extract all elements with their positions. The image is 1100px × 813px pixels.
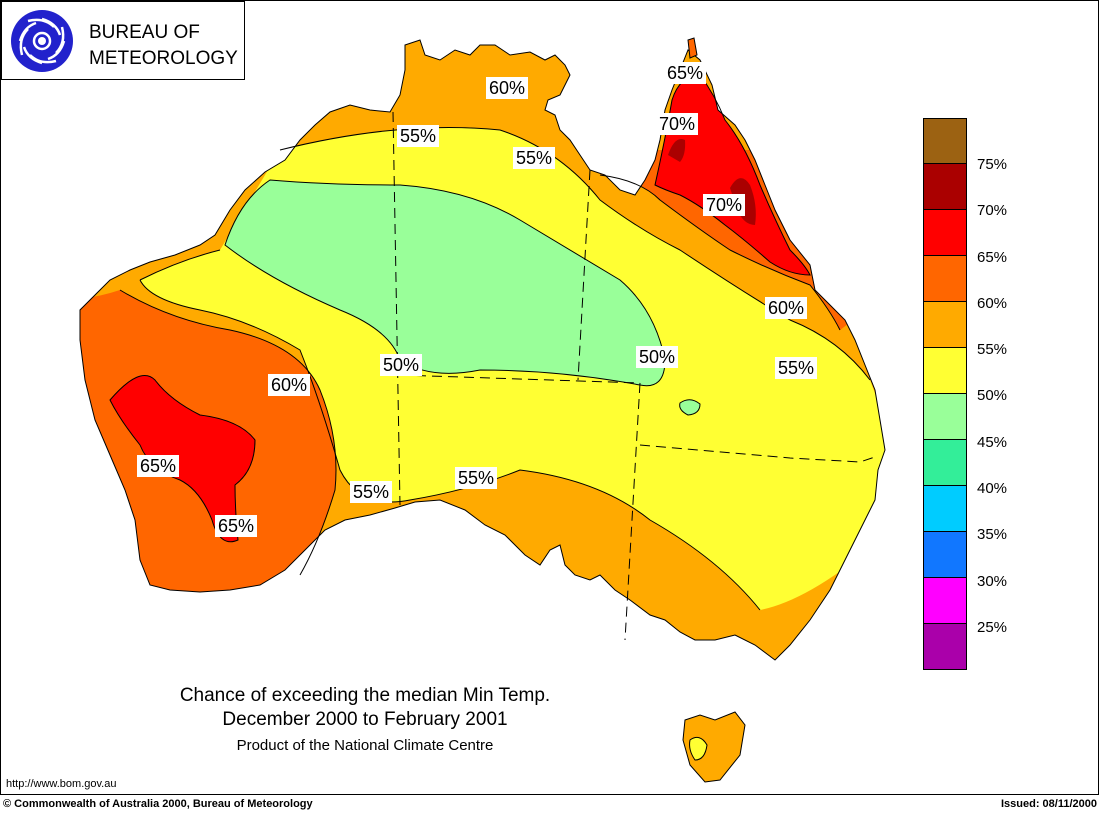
map-period: December 2000 to February 2001 <box>222 709 508 730</box>
legend-label: 40% <box>977 480 1008 498</box>
legend-swatch <box>923 256 967 302</box>
legend-swatch <box>923 302 967 348</box>
map-frame <box>0 0 1099 795</box>
legend-label: 75% <box>977 156 1008 173</box>
band-45-50 <box>225 180 665 386</box>
torres-island <box>687 37 698 59</box>
legend-label: 25% <box>977 618 1008 636</box>
legend-label: 50% <box>977 387 1008 405</box>
contour-label: 55% <box>513 147 556 169</box>
tasmania-band-50-55 <box>689 736 708 761</box>
legend-label: 65% <box>977 248 1008 266</box>
legend-label: 60% <box>977 294 1008 312</box>
legend-labels: 75% 70% 65% 60% 55% 50% 45% 40% 35% 30% 25% <box>977 155 1007 664</box>
org-name-line2: METEOROLOGY <box>89 48 238 69</box>
tasmania <box>682 711 746 783</box>
contour-label: 50% <box>636 346 679 368</box>
legend-swatch <box>923 394 967 440</box>
legend-label: 35% <box>977 526 1008 544</box>
website-url[interactable]: http://www.bom.gov.au <box>6 778 117 790</box>
map-title-block: Chance of exceeding the median Min Temp.… <box>110 684 620 758</box>
legend-swatch <box>923 624 967 670</box>
bom-swirl-icon <box>11 10 73 72</box>
copyright-notice: © Commonwealth of Australia 2000, Bureau… <box>3 798 313 810</box>
legend-swatch <box>923 578 967 624</box>
contour-label: 70% <box>703 194 746 216</box>
map-product-credit: Product of the National Climate Centre <box>236 737 494 754</box>
contour-label: 55% <box>397 125 440 147</box>
map-title: Chance of exceeding the median Min Temp. <box>179 685 551 706</box>
band-65-70-west <box>110 375 255 542</box>
contour-label: 55% <box>350 481 393 503</box>
coastline <box>79 39 886 661</box>
contour-label: 55% <box>775 357 818 379</box>
contour-label: 65% <box>215 515 258 537</box>
legend-swatch <box>923 118 967 164</box>
legend-label: 45% <box>977 433 1008 451</box>
org-name-line1: BUREAU OF <box>89 22 200 43</box>
contour-label: 70% <box>656 113 699 135</box>
band-70-75-cape <box>668 139 686 162</box>
contour-label: 55% <box>455 467 498 489</box>
band-45-50-island <box>679 399 700 415</box>
legend-swatch <box>923 348 967 394</box>
legend-label: 30% <box>977 572 1008 590</box>
contour-label: 60% <box>268 374 311 396</box>
legend-swatch <box>923 486 967 532</box>
legend-swatch <box>923 532 967 578</box>
bom-logo-box: BUREAU OF METEOROLOGY <box>1 1 245 80</box>
legend-swatch <box>923 210 967 256</box>
legend-colorbar <box>923 118 967 670</box>
state-borders <box>392 111 879 641</box>
contour-label: 60% <box>486 77 529 99</box>
legend-swatch <box>923 440 967 486</box>
issued-date: Issued: 08/11/2000 <box>1000 798 1097 810</box>
legend-swatch <box>923 164 967 210</box>
legend-label: 70% <box>977 202 1008 220</box>
contour-label: 65% <box>664 62 707 84</box>
contour-label: 50% <box>380 354 423 376</box>
contour-label: 65% <box>137 455 180 477</box>
legend-label: 55% <box>977 341 1008 359</box>
contour-label: 60% <box>765 297 808 319</box>
